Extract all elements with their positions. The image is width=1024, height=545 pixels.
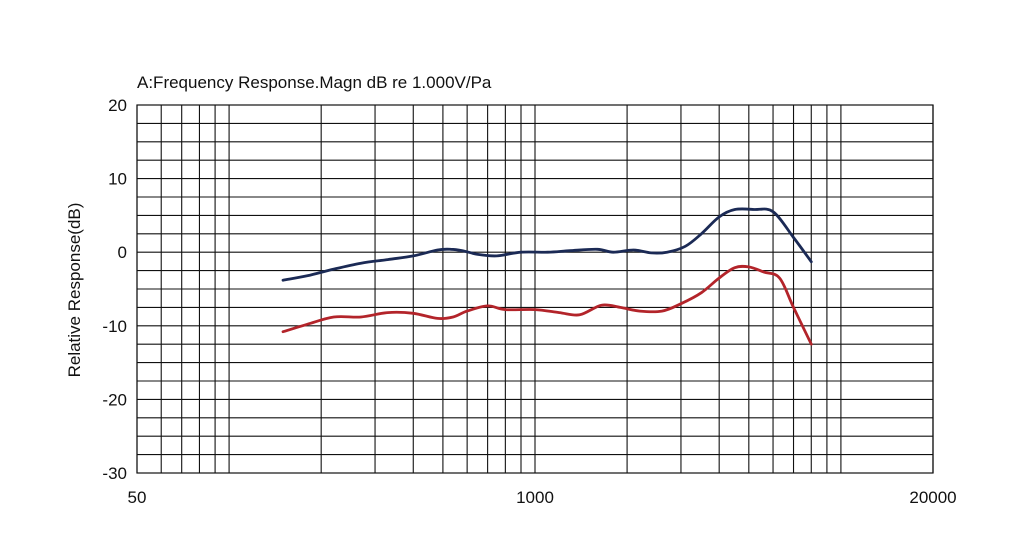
- y-tick-label: -30: [102, 464, 127, 483]
- plot-frame: [136, 104, 934, 474]
- x-tick-labels: 50 1000 20000: [128, 488, 957, 507]
- y-tick-label: 10: [108, 170, 127, 189]
- y-tick-label: -10: [102, 317, 127, 336]
- y-axis-label: Relative Response(dB): [65, 203, 84, 378]
- series-line-red: [281, 264, 813, 346]
- x-tick-label: 50: [128, 488, 147, 507]
- chart-title: A:Frequency Response.Magn dB re 1.000V/P…: [137, 73, 492, 92]
- y-tick-labels: 20 10 0 -10 -20 -30: [102, 96, 127, 483]
- x-tick-label: 1000: [516, 488, 554, 507]
- series-line-blue: [281, 207, 813, 282]
- y-tick-label: 0: [118, 243, 127, 262]
- y-tick-label: -20: [102, 390, 127, 409]
- series-layer: [281, 207, 813, 346]
- y-tick-label: 20: [108, 96, 127, 115]
- x-tick-label: 20000: [909, 488, 956, 507]
